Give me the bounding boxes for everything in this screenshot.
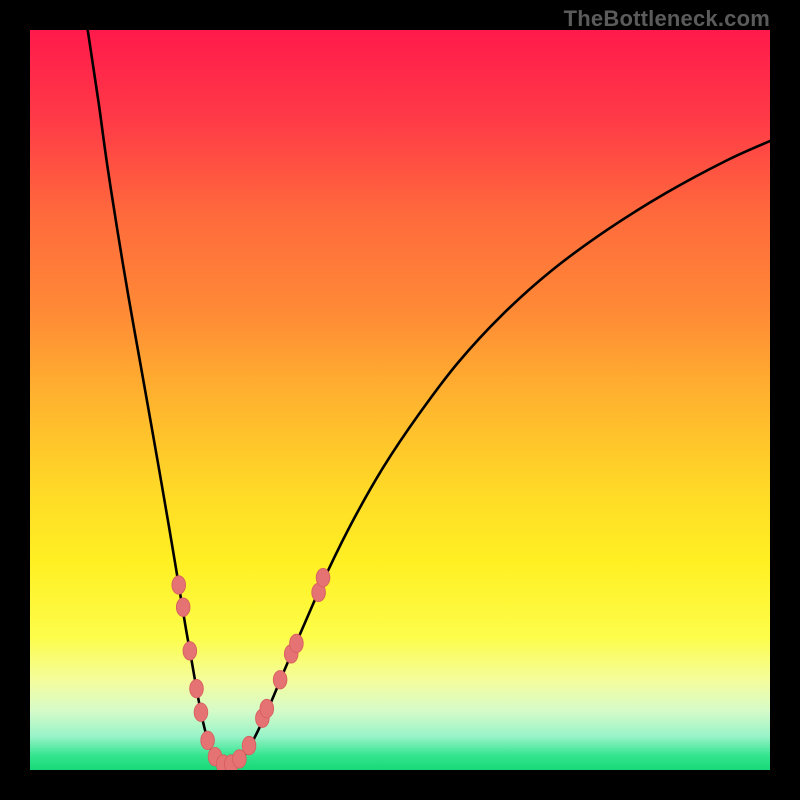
marker-point — [316, 568, 330, 586]
chart-container: TheBottleneck.com — [0, 0, 800, 800]
marker-point — [183, 642, 197, 660]
marker-point — [260, 699, 274, 717]
marker-point — [190, 679, 204, 697]
marker-point — [273, 671, 287, 689]
marker-point — [242, 736, 256, 754]
marker-point — [201, 731, 215, 749]
marker-point — [194, 703, 208, 721]
plot-area — [30, 30, 770, 770]
plot-svg — [30, 30, 770, 770]
marker-point — [172, 576, 186, 594]
marker-point — [176, 598, 190, 616]
gradient-background — [30, 30, 770, 770]
watermark: TheBottleneck.com — [564, 6, 770, 32]
marker-point — [290, 634, 304, 652]
